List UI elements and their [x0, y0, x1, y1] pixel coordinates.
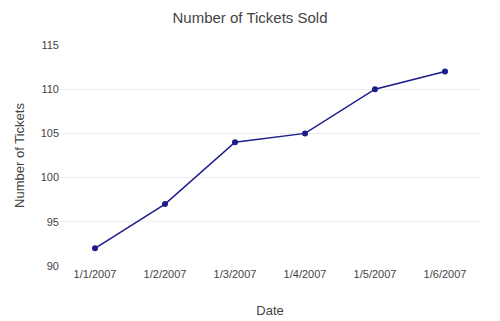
svg-text:100: 100 — [41, 171, 59, 183]
svg-text:1/5/2007: 1/5/2007 — [354, 268, 397, 280]
svg-text:1/6/2007: 1/6/2007 — [424, 268, 467, 280]
svg-text:105: 105 — [41, 127, 59, 139]
svg-text:Number of Tickets Sold: Number of Tickets Sold — [172, 9, 327, 26]
svg-text:Number of Tickets: Number of Tickets — [12, 103, 27, 208]
svg-text:1/1/2007: 1/1/2007 — [74, 268, 117, 280]
svg-text:110: 110 — [41, 83, 59, 95]
svg-text:95: 95 — [47, 216, 59, 228]
svg-text:90: 90 — [47, 260, 59, 272]
svg-text:Date: Date — [256, 303, 283, 318]
svg-text:1/4/2007: 1/4/2007 — [284, 268, 327, 280]
svg-text:1/3/2007: 1/3/2007 — [214, 268, 257, 280]
svg-text:115: 115 — [41, 39, 59, 51]
svg-text:1/2/2007: 1/2/2007 — [144, 268, 187, 280]
